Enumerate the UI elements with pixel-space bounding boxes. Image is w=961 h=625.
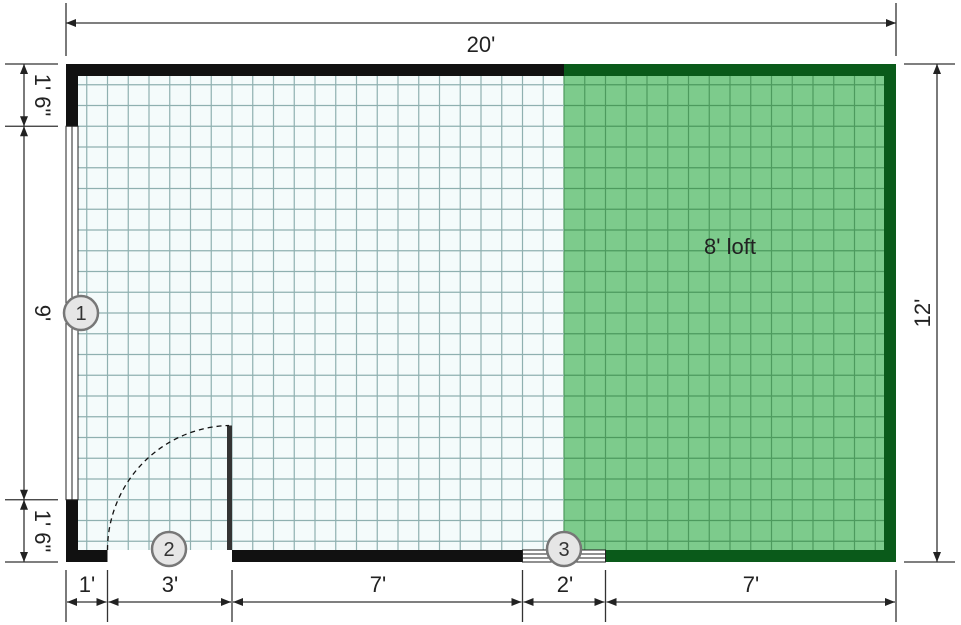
loft-label: 8' loft bbox=[704, 234, 756, 259]
arrowhead bbox=[20, 489, 28, 500]
dimension-lines bbox=[5, 3, 955, 622]
arrowhead bbox=[20, 116, 28, 127]
dim-bottom-2: 3' bbox=[162, 572, 178, 597]
arrowhead bbox=[20, 126, 28, 137]
left-wall-top bbox=[66, 64, 78, 127]
dim-left-middle: 9' bbox=[30, 305, 55, 321]
dim-overall-depth: 12' bbox=[910, 299, 935, 328]
arrowhead bbox=[933, 552, 941, 562]
dim-bottom-4: 2' bbox=[557, 572, 573, 597]
bottom-wall-middle bbox=[232, 550, 523, 562]
bottom-wall-loft bbox=[605, 550, 896, 562]
right-wall bbox=[884, 64, 896, 562]
arrowhead bbox=[606, 598, 617, 606]
arrowhead bbox=[20, 499, 28, 510]
grid bbox=[78, 76, 884, 550]
arrowhead bbox=[96, 598, 107, 606]
dim-overall-width: 20' bbox=[467, 32, 496, 57]
dim-left-bottom: 1' 6" bbox=[30, 510, 55, 553]
arrowhead bbox=[221, 598, 231, 606]
top-wall-loft bbox=[564, 64, 896, 76]
arrowhead bbox=[523, 598, 534, 606]
dim-left-top: 1' 6" bbox=[30, 74, 55, 117]
arrowhead bbox=[594, 598, 605, 606]
arrowhead bbox=[233, 598, 243, 606]
dim-bottom-3: 7' bbox=[370, 572, 386, 597]
arrowhead bbox=[67, 598, 77, 606]
arrowhead bbox=[511, 598, 522, 606]
arrowhead bbox=[20, 64, 28, 74]
marker-door-2: 2 bbox=[150, 530, 188, 568]
bottom-wall-left bbox=[66, 550, 108, 562]
arrowhead bbox=[933, 64, 941, 74]
top-wall bbox=[66, 64, 564, 76]
svg-text:3: 3 bbox=[558, 539, 569, 561]
arrowhead bbox=[20, 552, 28, 562]
door-leaf bbox=[227, 425, 232, 550]
door-swing-arc bbox=[106, 424, 230, 551]
svg-text:1: 1 bbox=[75, 303, 86, 325]
arrowhead bbox=[886, 19, 896, 27]
marker-window-3: 3 bbox=[545, 530, 583, 568]
arrowhead bbox=[108, 598, 119, 606]
dim-bottom-5: 7' bbox=[743, 572, 759, 597]
svg-text:2: 2 bbox=[163, 539, 174, 561]
left-wall-bottom bbox=[66, 499, 78, 562]
marker-window-1: 1 bbox=[62, 294, 100, 332]
dim-bottom-1: 1' bbox=[79, 572, 95, 597]
arrowhead bbox=[66, 19, 76, 27]
arrowhead bbox=[885, 598, 895, 606]
